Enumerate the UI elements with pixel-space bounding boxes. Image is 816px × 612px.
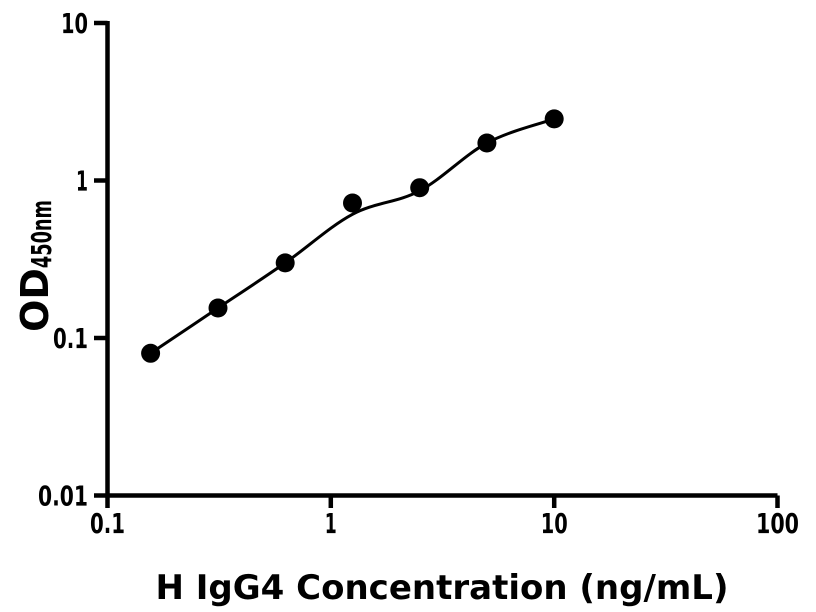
fit-curve-line [149, 117, 556, 355]
data-points [141, 109, 564, 363]
y-tick-label: 0.1 [53, 322, 88, 355]
x-tick-label: 100 [756, 507, 799, 540]
data-point-marker [544, 109, 564, 129]
x-axis-ticks [105, 495, 780, 508]
y-axis-title-sub: 450nm [25, 200, 58, 268]
y-tick-label: 1 [76, 165, 88, 198]
data-point-marker [208, 298, 228, 318]
data-point-marker [477, 133, 497, 153]
y-axis-title-main: OD [13, 268, 57, 332]
y-tick-label: 10 [61, 7, 88, 40]
y-axis-title: OD450nm [13, 200, 58, 332]
data-point-marker [410, 178, 430, 198]
data-point-marker [141, 343, 161, 363]
axis-spines [105, 21, 778, 498]
x-axis-tick-labels: 0.1 1 10 100 [90, 507, 799, 540]
y-tick-label: 0.01 [38, 480, 88, 513]
data-point-marker [343, 193, 362, 213]
data-point-marker [275, 253, 295, 273]
x-tick-label: 0.1 [90, 507, 125, 540]
y-axis-tick-labels: 0.01 0.1 1 10 [38, 7, 88, 513]
x-tick-label: 10 [541, 507, 568, 540]
x-tick-label: 1 [325, 507, 337, 540]
x-axis-title: H IgG4 Concentration (ng/mL) [155, 568, 728, 608]
